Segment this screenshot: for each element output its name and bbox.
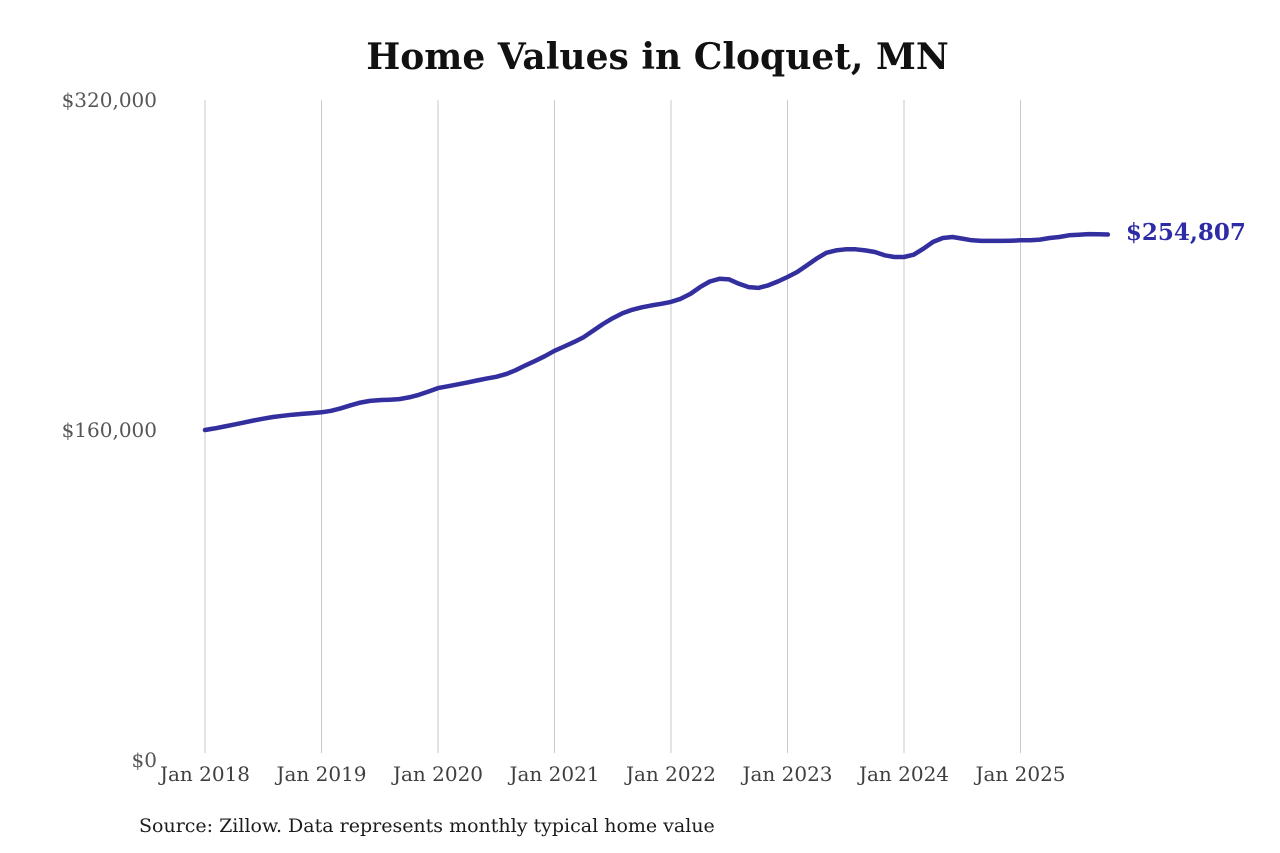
- x-tick-label: Jan 2022: [625, 762, 717, 786]
- x-tick-label: Jan 2024: [858, 762, 950, 786]
- y-tick-label: $0: [131, 748, 157, 772]
- chart-title: Home Values in Cloquet, MN: [366, 36, 949, 78]
- x-tick-label: Jan 2018: [159, 762, 251, 786]
- x-tick-label: Jan 2023: [742, 762, 833, 786]
- x-tick-label: Jan 2019: [276, 762, 367, 786]
- x-tick-label: Jan 2025: [975, 762, 1066, 786]
- y-tick-label: $160,000: [61, 418, 157, 442]
- y-tick-label: $320,000: [61, 88, 157, 112]
- source-note: Source: Zillow. Data represents monthly …: [139, 815, 715, 837]
- x-tick-label: Jan 2021: [509, 762, 600, 786]
- latest-value-label: $254,807: [1125, 219, 1246, 247]
- x-tick-label: Jan 2020: [392, 762, 484, 786]
- home-value-line-series: [202, 231, 1111, 433]
